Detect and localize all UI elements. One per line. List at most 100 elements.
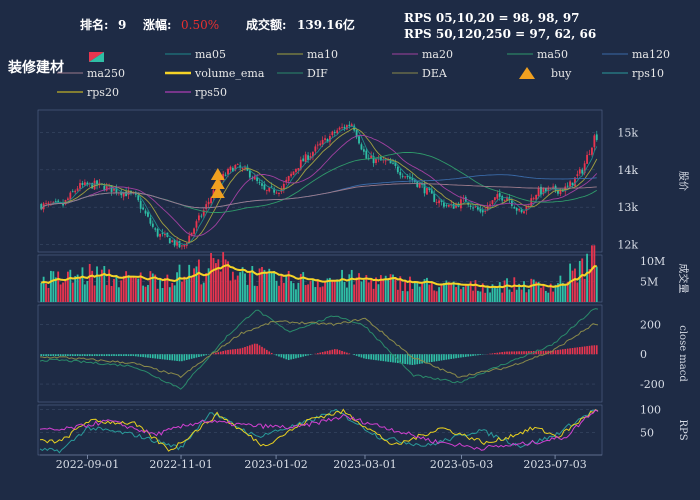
- candle-body: [227, 168, 229, 175]
- macd-histogram-bar: [219, 351, 222, 355]
- macd-histogram-bar: [433, 354, 436, 362]
- macd-histogram-bar: [578, 347, 581, 355]
- macd-histogram-bar: [595, 345, 598, 355]
- volume-bar: [406, 291, 409, 302]
- price-candle: [401, 173, 404, 179]
- candle-body: [297, 168, 300, 171]
- candle-body: [307, 155, 309, 160]
- legend-label: ma10: [307, 48, 338, 61]
- candle-body: [501, 196, 504, 201]
- candle-body: [389, 159, 392, 164]
- macd-histogram-bar: [98, 354, 101, 357]
- price-candle: [83, 179, 86, 187]
- volume-bar: [479, 291, 482, 302]
- price-candle: [426, 187, 428, 195]
- price-candle: [181, 244, 183, 250]
- volume-bar: [244, 273, 246, 302]
- volume-bar: [100, 269, 103, 302]
- volume-bar: [45, 283, 47, 302]
- macd-histogram-bar: [278, 354, 280, 357]
- macd-histogram-bar: [581, 346, 584, 355]
- price-candle: [557, 190, 559, 196]
- volume-bar: [372, 288, 375, 302]
- price-candle: [421, 181, 424, 188]
- macd-histogram-bar: [554, 350, 557, 355]
- price-candle: [142, 203, 145, 211]
- macd-histogram-bar: [404, 354, 406, 365]
- macd-histogram-bar: [54, 354, 57, 357]
- volume-bar: [132, 276, 135, 302]
- volume-bar: [544, 290, 547, 302]
- volume-bar: [501, 292, 504, 302]
- macd-histogram-bar: [171, 354, 174, 361]
- macd-histogram-bar: [464, 354, 467, 357]
- candle-body: [421, 183, 424, 185]
- macd-histogram-bar: [387, 354, 389, 362]
- volume-bar: [181, 281, 183, 302]
- volume-bar: [396, 289, 399, 302]
- macd-histogram-bar: [256, 343, 258, 355]
- candle-body: [210, 197, 212, 204]
- candle-body: [338, 127, 341, 130]
- volume-bar: [79, 278, 81, 302]
- legend-label: ma250: [87, 67, 125, 80]
- macd-histogram-bar: [149, 354, 152, 358]
- macd-histogram-bar: [564, 348, 567, 355]
- macd-histogram-bar: [397, 354, 399, 364]
- macd-histogram-bar: [52, 354, 55, 357]
- macd-histogram-bar: [326, 350, 329, 355]
- volume-bar: [256, 286, 259, 302]
- price-candle: [581, 167, 584, 176]
- price-candle: [360, 142, 363, 151]
- volume-bar: [86, 280, 89, 302]
- volume-bar: [377, 284, 380, 302]
- price-candle: [474, 205, 477, 208]
- volume-bar: [426, 277, 428, 302]
- price-candle: [134, 190, 137, 198]
- volume-bar: [103, 266, 106, 302]
- legend-item-ma50: ma50: [507, 48, 568, 61]
- volume-bar: [411, 288, 414, 302]
- volume-bar: [520, 289, 523, 302]
- macd-histogram-bar: [88, 354, 91, 357]
- candle-body: [156, 228, 159, 237]
- candle-body: [552, 186, 555, 188]
- candle-body: [154, 228, 157, 230]
- price-candle: [447, 204, 450, 208]
- price-candle: [280, 185, 283, 194]
- price-candle: [542, 187, 545, 196]
- price-candle: [265, 189, 268, 195]
- candle-body: [59, 202, 62, 204]
- volume-bar: [450, 283, 453, 302]
- macd-histogram-bar: [261, 346, 263, 355]
- macd-histogram-bar: [348, 353, 351, 355]
- candle-body: [350, 124, 353, 127]
- macd-histogram-bar: [42, 354, 45, 357]
- price-candle: [263, 181, 266, 191]
- macd-histogram-bar: [588, 345, 591, 355]
- macd-histogram-bar: [96, 354, 98, 357]
- volume-bar: [452, 281, 455, 302]
- candle-body: [447, 204, 450, 207]
- price-candle: [285, 176, 288, 186]
- candle-body: [258, 182, 261, 184]
- candle-body: [496, 194, 499, 199]
- candle-body: [312, 152, 314, 157]
- macd-histogram-bar: [84, 354, 86, 357]
- price-candle: [239, 162, 242, 171]
- volume-bar: [472, 290, 474, 302]
- macd-histogram-bar: [380, 354, 382, 361]
- legend-label: rps20: [87, 86, 119, 99]
- macd-histogram-bar: [591, 345, 593, 355]
- price-candle: [467, 202, 470, 207]
- price-candle: [493, 197, 496, 203]
- candle-body: [248, 170, 251, 178]
- price-candle: [481, 207, 484, 217]
- macd-histogram-bar: [384, 354, 387, 362]
- candle-body: [147, 212, 149, 217]
- macd-histogram-bar: [491, 353, 494, 355]
- macd-histogram-bar: [593, 345, 596, 355]
- volume-bar: [486, 285, 489, 302]
- volume-bar: [52, 271, 55, 302]
- macd-histogram-bar: [440, 354, 443, 361]
